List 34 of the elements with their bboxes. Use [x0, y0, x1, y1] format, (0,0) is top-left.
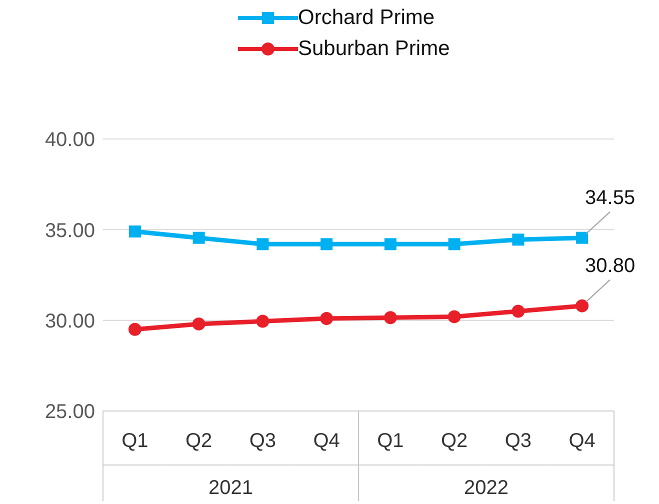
x-tick-label: Q1: [122, 430, 148, 452]
y-tick-label: 40.00: [44, 129, 95, 152]
point: [448, 238, 460, 250]
point: [320, 312, 334, 326]
y-tick-label: 25.00: [44, 401, 95, 424]
point: [384, 311, 397, 324]
data-label: 34.55: [585, 186, 636, 209]
point: [192, 317, 206, 330]
x-tick-label: Q2: [440, 430, 468, 452]
x-tick-label: Q4: [313, 430, 340, 452]
point: [256, 314, 270, 328]
point: [384, 238, 396, 250]
data-label: 30.80: [585, 254, 636, 277]
text: 2022: [464, 477, 508, 499]
text: 2021: [208, 477, 253, 499]
legend-label: Orchard Prime: [298, 6, 435, 30]
y-tick-label: 30.00: [44, 310, 95, 332]
x-tick-label: Q3: [249, 430, 276, 452]
x-tick-label: Q4: [568, 430, 596, 452]
point: [512, 234, 524, 246]
y-tick-label: 35.00: [44, 220, 95, 242]
point: [576, 232, 588, 244]
point: [512, 304, 525, 318]
point: [256, 238, 269, 250]
x-tick-label: Q2: [185, 430, 212, 452]
x-tick-label: Q1: [377, 430, 404, 452]
legend-label: Suburban Prime: [298, 36, 450, 60]
x-tick-label: Q3: [504, 430, 532, 452]
point: [128, 322, 142, 336]
point: [576, 299, 589, 312]
point: [128, 225, 141, 238]
point: [320, 238, 333, 250]
point: [192, 232, 205, 244]
point: [448, 310, 461, 324]
